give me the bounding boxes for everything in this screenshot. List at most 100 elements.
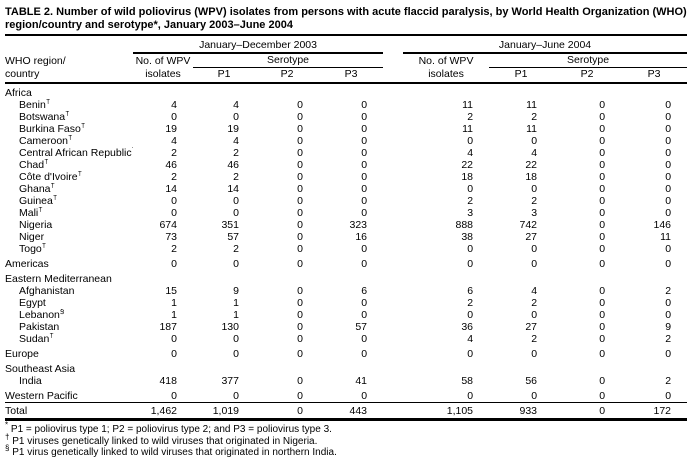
cell-value: 418 — [159, 375, 177, 387]
section-header-row: Eastern Mediterranean — [5, 270, 687, 285]
column-gap — [383, 345, 403, 360]
cell-value: 742 — [519, 219, 538, 231]
table-row: Total 1,462 1,019 0 443 1,105 933 0 172 — [5, 402, 688, 421]
row-label: Nigeria — [19, 219, 53, 231]
cell-value: 146 — [653, 219, 672, 231]
cell-value: 0 — [297, 207, 303, 219]
cell-value: 0 — [297, 390, 303, 402]
cell-value: 9 — [233, 285, 239, 297]
cell-value: 0 — [467, 348, 474, 360]
column-gap — [383, 123, 403, 135]
cell-value: 0 — [297, 159, 303, 171]
p1-header-2004: P1 — [489, 67, 554, 84]
cell-value: 0 — [297, 171, 303, 183]
cell-value: 0 — [467, 258, 474, 270]
cell-value: 0 — [665, 258, 672, 270]
cell-value: 0 — [599, 123, 606, 135]
cell-value: 1,462 — [133, 402, 193, 421]
cell-value: 18 — [525, 171, 538, 183]
footnote-marker: † — [52, 195, 58, 202]
spacer-cell — [133, 270, 687, 285]
row-label: India — [19, 375, 42, 387]
column-gap — [383, 111, 403, 123]
column-gap — [383, 53, 403, 68]
cell-value: 11 — [526, 99, 538, 111]
cell-value: 0 — [297, 135, 303, 147]
row-label: Sudan† — [5, 333, 133, 345]
cell-value: 0 — [361, 159, 368, 171]
cell-value: 0 — [599, 195, 606, 207]
column-gap — [383, 171, 403, 183]
spacer-cell — [133, 360, 687, 375]
serotype-header-2003: Serotype — [193, 53, 384, 68]
cell-value: 58 — [461, 375, 474, 387]
cell-value: 1 — [233, 297, 239, 309]
cell-value: 130 — [221, 321, 239, 333]
table-body: Africa Benin† 4 4 0 0 11 11 0 0 Botswana† 0 0 0 0 2 2 0 0 B… — [5, 83, 688, 421]
row-label: Lebanon§ — [5, 309, 133, 321]
cell-value: 15 — [165, 285, 177, 297]
isolates-header-2003-line2: isolates — [133, 67, 193, 84]
table-row: Pakistan 187 130 0 57 36 27 0 9 — [5, 321, 687, 333]
row-label: Africa — [5, 87, 32, 99]
column-gap — [383, 255, 403, 270]
cell-value: 0 — [297, 147, 303, 159]
cell-value: 57 — [227, 231, 239, 243]
cell-value: 0 — [665, 111, 672, 123]
table-row: Ghana† 14 14 0 0 0 0 0 0 — [5, 183, 687, 195]
cell-value: 19 — [227, 123, 239, 135]
cell-value: 3 — [531, 207, 538, 219]
cell-value: 674 — [159, 219, 177, 231]
column-gap — [383, 243, 403, 255]
cell-value: 0 — [361, 348, 368, 360]
cell-value: 0 — [297, 348, 303, 360]
column-gap — [383, 39, 403, 53]
isolates-header-2004-line1: No. of WPV — [418, 54, 474, 67]
cell-value: 351 — [221, 219, 239, 231]
cell-value: 0 — [297, 195, 303, 207]
row-label: Burkina Faso† — [5, 123, 133, 135]
cell-value: 0 — [665, 147, 672, 159]
table-row: Mali† 0 0 0 0 3 3 0 0 — [5, 207, 687, 219]
column-gap — [383, 321, 403, 333]
cell-value: 0 — [233, 111, 239, 123]
cell-value: 46 — [165, 159, 177, 171]
table-row: Togo† 2 2 0 0 0 0 0 0 — [5, 243, 687, 255]
cell-value: 0 — [361, 135, 368, 147]
cell-value: 22 — [461, 159, 474, 171]
cell-value: 0 — [297, 219, 303, 231]
cell-value: 2 — [665, 375, 672, 387]
row-label: Southeast Asia — [5, 363, 76, 375]
footnote-marker: † — [132, 147, 133, 154]
row-label: Botswana† — [5, 111, 133, 123]
row-label: Mali† — [5, 207, 133, 219]
cell-value: 0 — [233, 390, 239, 402]
cell-value: 0 — [297, 297, 303, 309]
table-row: Central African Republic† 2 2 0 0 4 4 0 0 — [5, 147, 687, 159]
cell-value: 0 — [171, 207, 177, 219]
cell-value: 19 — [165, 123, 177, 135]
cell-value: 0 — [171, 390, 177, 402]
footnote-marker: † — [50, 183, 55, 190]
column-gap — [383, 183, 403, 195]
cell-value: 2 — [665, 285, 672, 297]
column-gap — [383, 309, 403, 321]
column-gap — [383, 375, 403, 387]
cell-value: 0 — [233, 195, 239, 207]
cell-value: 0 — [361, 183, 368, 195]
cell-value: 0 — [599, 333, 606, 345]
p1-header-2003: P1 — [193, 67, 255, 84]
cell-value: 1 — [171, 297, 177, 309]
cell-value: 4 — [171, 135, 177, 147]
row-label: Côte d'Ivoire† — [5, 171, 133, 183]
cell-value: 27 — [525, 231, 538, 243]
cell-value: 0 — [361, 195, 368, 207]
row-label: Ghana† — [5, 183, 133, 195]
cell-value: 0 — [599, 285, 606, 297]
cell-value: 0 — [467, 183, 474, 195]
footnote: § P1 virus genetically linked to wild vi… — [5, 443, 337, 458]
table-row: India 418 377 0 41 58 56 0 2 — [5, 375, 687, 387]
cell-value: 0 — [665, 135, 672, 147]
cell-value: 2 — [665, 333, 672, 345]
cell-value: 41 — [355, 375, 368, 387]
